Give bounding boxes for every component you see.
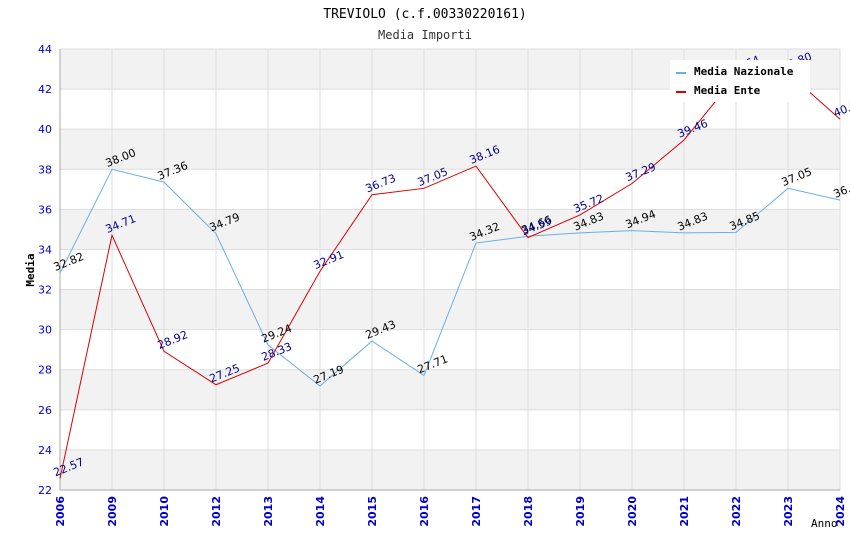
y-tick-26: 26 xyxy=(38,404,52,417)
y-tick-36: 36 xyxy=(38,203,52,216)
band-34-36 xyxy=(60,209,840,250)
y-tick-42: 42 xyxy=(38,83,52,96)
legend-label-ente: Media Ente xyxy=(694,84,761,97)
chart-title: TREVIOLO (c.f.00330220161) xyxy=(323,7,527,22)
y-axis-label: Media xyxy=(24,253,37,286)
x-tick-2017: 2017 xyxy=(470,496,483,527)
x-tick-2009: 2009 xyxy=(106,496,119,527)
x-tick-2014: 2014 xyxy=(314,496,327,527)
x-tick-2022: 2022 xyxy=(730,496,743,527)
x-tick-2010: 2010 xyxy=(158,496,171,527)
y-tick-30: 30 xyxy=(38,324,52,337)
x-tick-2018: 2018 xyxy=(522,496,535,527)
band-38-40 xyxy=(60,129,840,170)
legend: Media Nazionale Media Ente xyxy=(670,60,810,102)
band-22-24 xyxy=(60,449,840,490)
band-26-28 xyxy=(60,369,840,410)
y-tick-40: 40 xyxy=(38,123,52,136)
y-tick-34: 34 xyxy=(38,243,52,256)
legend-box xyxy=(670,60,810,102)
y-tick-38: 38 xyxy=(38,163,52,176)
x-tick-2019: 2019 xyxy=(574,496,587,527)
x-tick-2021: 2021 xyxy=(678,496,691,527)
x-tick-2012: 2012 xyxy=(210,496,223,527)
series-line-media-ente xyxy=(59,72,841,479)
x-tick-2020: 2020 xyxy=(626,496,639,527)
x-tick-2006: 2006 xyxy=(54,496,67,527)
y-tick-labels: 22 24 26 28 30 32 34 36 38 40 42 44 xyxy=(38,43,52,497)
x-tick-2013: 2013 xyxy=(262,496,275,527)
y-tick-22: 22 xyxy=(38,484,52,497)
chart-subtitle: Media Importi xyxy=(378,28,472,42)
series-group xyxy=(59,72,841,479)
y-tick-44: 44 xyxy=(38,43,52,56)
series-line-media-nazionale xyxy=(59,168,841,387)
x-tick-2023: 2023 xyxy=(782,496,795,527)
y-tick-24: 24 xyxy=(38,444,52,457)
legend-label-nazionale: Media Nazionale xyxy=(694,65,794,78)
x-tick-2015: 2015 xyxy=(366,496,379,527)
x-tick-labels: 2006 2009 2010 2012 2013 2014 2015 2016 2017 2018… xyxy=(54,496,847,527)
x-tick-2024: 2024 xyxy=(834,496,847,527)
x-axis-label: Anno xyxy=(811,517,838,530)
y-tick-32: 32 xyxy=(38,284,52,297)
y-tick-28: 28 xyxy=(38,364,52,377)
x-tick-2016: 2016 xyxy=(418,496,431,527)
plot-bands xyxy=(60,49,840,490)
